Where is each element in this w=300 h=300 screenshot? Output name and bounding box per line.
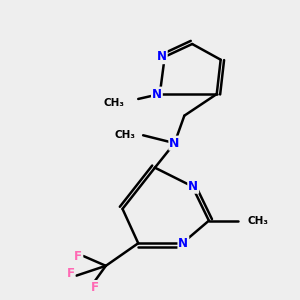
- Text: F: F: [67, 267, 74, 280]
- Text: N: N: [169, 136, 180, 150]
- Text: N: N: [178, 237, 188, 250]
- Text: N: N: [157, 50, 167, 63]
- Text: F: F: [74, 250, 83, 262]
- Text: CH₃: CH₃: [114, 130, 135, 140]
- Text: F: F: [91, 281, 99, 294]
- Text: CH₃: CH₃: [103, 98, 124, 108]
- Text: N: N: [152, 88, 162, 100]
- Text: N: N: [188, 180, 198, 193]
- Text: CH₃: CH₃: [247, 216, 268, 226]
